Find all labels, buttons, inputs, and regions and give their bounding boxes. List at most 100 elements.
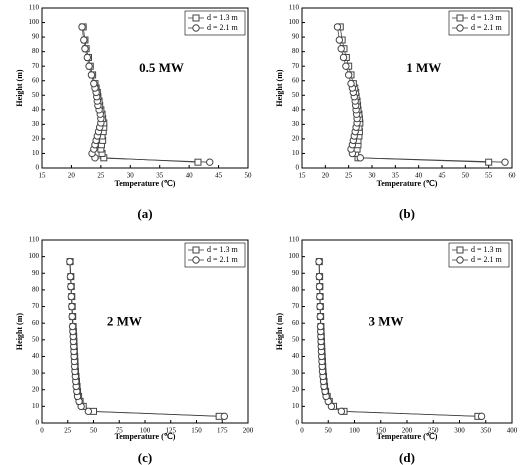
- legend-label: d = 2.1 m: [471, 23, 503, 32]
- y-tick-label: 10: [32, 149, 40, 157]
- x-tick-label: 25: [345, 172, 353, 180]
- annotation: 3 MW: [368, 313, 403, 328]
- x-tick-label: 0: [300, 427, 304, 435]
- x-tick-label: 75: [116, 427, 124, 435]
- x-tick-label: 50: [245, 172, 253, 180]
- y-tick-label: 60: [292, 76, 300, 84]
- marker: [344, 71, 353, 79]
- y-axis-label: Height (m): [275, 313, 284, 350]
- y-tick-label: 80: [292, 47, 300, 55]
- x-tick-label: 350: [481, 427, 492, 435]
- marker: [68, 312, 76, 321]
- x-tick-label: 45: [439, 172, 447, 180]
- marker: [78, 23, 86, 31]
- y-tick-label: 80: [32, 47, 40, 55]
- y-tick-label: 60: [32, 76, 40, 84]
- marker: [68, 322, 77, 331]
- x-tick-label: 50: [462, 172, 470, 180]
- series-line: [69, 261, 220, 417]
- legend-marker: [192, 24, 200, 32]
- marker: [83, 53, 92, 62]
- y-tick-label: 110: [289, 4, 300, 12]
- y-tick-label: 0: [36, 164, 40, 172]
- marker: [347, 79, 355, 88]
- y-tick-label: 10: [292, 149, 300, 157]
- y-tick-label: 70: [32, 302, 40, 310]
- marker: [194, 158, 202, 166]
- marker: [81, 45, 89, 53]
- x-axis-label: Temperature (℃): [115, 179, 176, 188]
- plot-frame: [301, 239, 513, 424]
- x-tick-label: 0: [40, 427, 44, 435]
- marker: [337, 407, 346, 416]
- marker: [315, 282, 324, 291]
- x-tick-label: 20: [322, 172, 330, 180]
- legend-label: d = 2.1 m: [207, 255, 239, 264]
- x-tick-label: 300: [454, 427, 465, 435]
- legend-marker: [192, 246, 200, 254]
- x-tick-label: 15: [299, 172, 307, 180]
- x-tick-label: 50: [325, 427, 333, 435]
- y-tick-label: 0: [36, 419, 40, 427]
- legend-marker: [456, 24, 464, 32]
- y-tick-label: 50: [32, 91, 40, 99]
- y-tick-label: 60: [32, 319, 40, 327]
- y-tick-label: 30: [292, 120, 300, 128]
- x-tick-label: 150: [191, 427, 202, 435]
- marker: [342, 62, 350, 70]
- legend-marker: [456, 256, 464, 264]
- x-tick-label: 250: [428, 427, 439, 435]
- x-tick-label: 200: [243, 427, 254, 435]
- y-tick-label: 40: [32, 105, 40, 113]
- marker: [220, 412, 229, 421]
- y-tick-label: 30: [292, 369, 300, 377]
- y-tick-label: 90: [32, 33, 40, 41]
- y-tick-label: 40: [32, 352, 40, 360]
- y-tick-label: 100: [289, 252, 300, 260]
- marker: [477, 412, 486, 421]
- y-tick-label: 40: [292, 105, 300, 113]
- marker: [316, 322, 325, 331]
- panel-label: (d): [399, 450, 415, 465]
- marker: [339, 53, 348, 62]
- legend-label: d = 1.3 m: [207, 13, 239, 22]
- y-tick-label: 20: [32, 385, 40, 393]
- series-line: [339, 26, 489, 163]
- x-tick-label: 60: [509, 172, 517, 180]
- y-tick-label: 110: [29, 4, 40, 12]
- y-tick-label: 80: [292, 286, 300, 294]
- marker: [68, 302, 76, 311]
- series-line: [318, 261, 478, 417]
- y-tick-label: 20: [292, 135, 300, 143]
- plot-frame: [41, 7, 249, 169]
- y-tick-label: 70: [32, 62, 40, 70]
- legend-label: d = 1.3 m: [207, 245, 239, 254]
- marker: [333, 23, 342, 31]
- marker: [315, 272, 323, 281]
- panel-label: (c): [138, 450, 152, 465]
- x-axis-label: Temperature (℃): [377, 179, 438, 188]
- x-tick-label: 50: [90, 427, 98, 435]
- legend-marker: [192, 256, 200, 264]
- y-tick-label: 90: [32, 269, 40, 277]
- x-tick-label: 100: [349, 427, 360, 435]
- y-tick-label: 110: [29, 236, 40, 244]
- y-tick-label: 100: [29, 18, 40, 26]
- panel: 0 10 20 30 40 50 60 70 80 90 100 110 15 20 25 30 35 40 45 5…: [15, 4, 252, 221]
- marker: [84, 407, 93, 416]
- x-tick-label: 25: [64, 427, 72, 435]
- y-tick-label: 70: [292, 62, 300, 70]
- y-tick-label: 80: [32, 286, 40, 294]
- marker: [356, 154, 365, 162]
- y-tick-label: 90: [292, 269, 300, 277]
- y-tick-label: 90: [292, 33, 300, 41]
- x-tick-label: 150: [376, 427, 387, 435]
- panel-label: (a): [137, 206, 152, 221]
- legend-label: d = 2.1 m: [471, 255, 503, 264]
- x-axis-label: Temperature (℃): [377, 432, 438, 441]
- x-tick-label: 175: [217, 427, 228, 435]
- legend-label: d = 2.1 m: [207, 23, 239, 32]
- y-tick-label: 40: [292, 352, 300, 360]
- series-line: [69, 261, 225, 417]
- legend-marker: [456, 14, 464, 22]
